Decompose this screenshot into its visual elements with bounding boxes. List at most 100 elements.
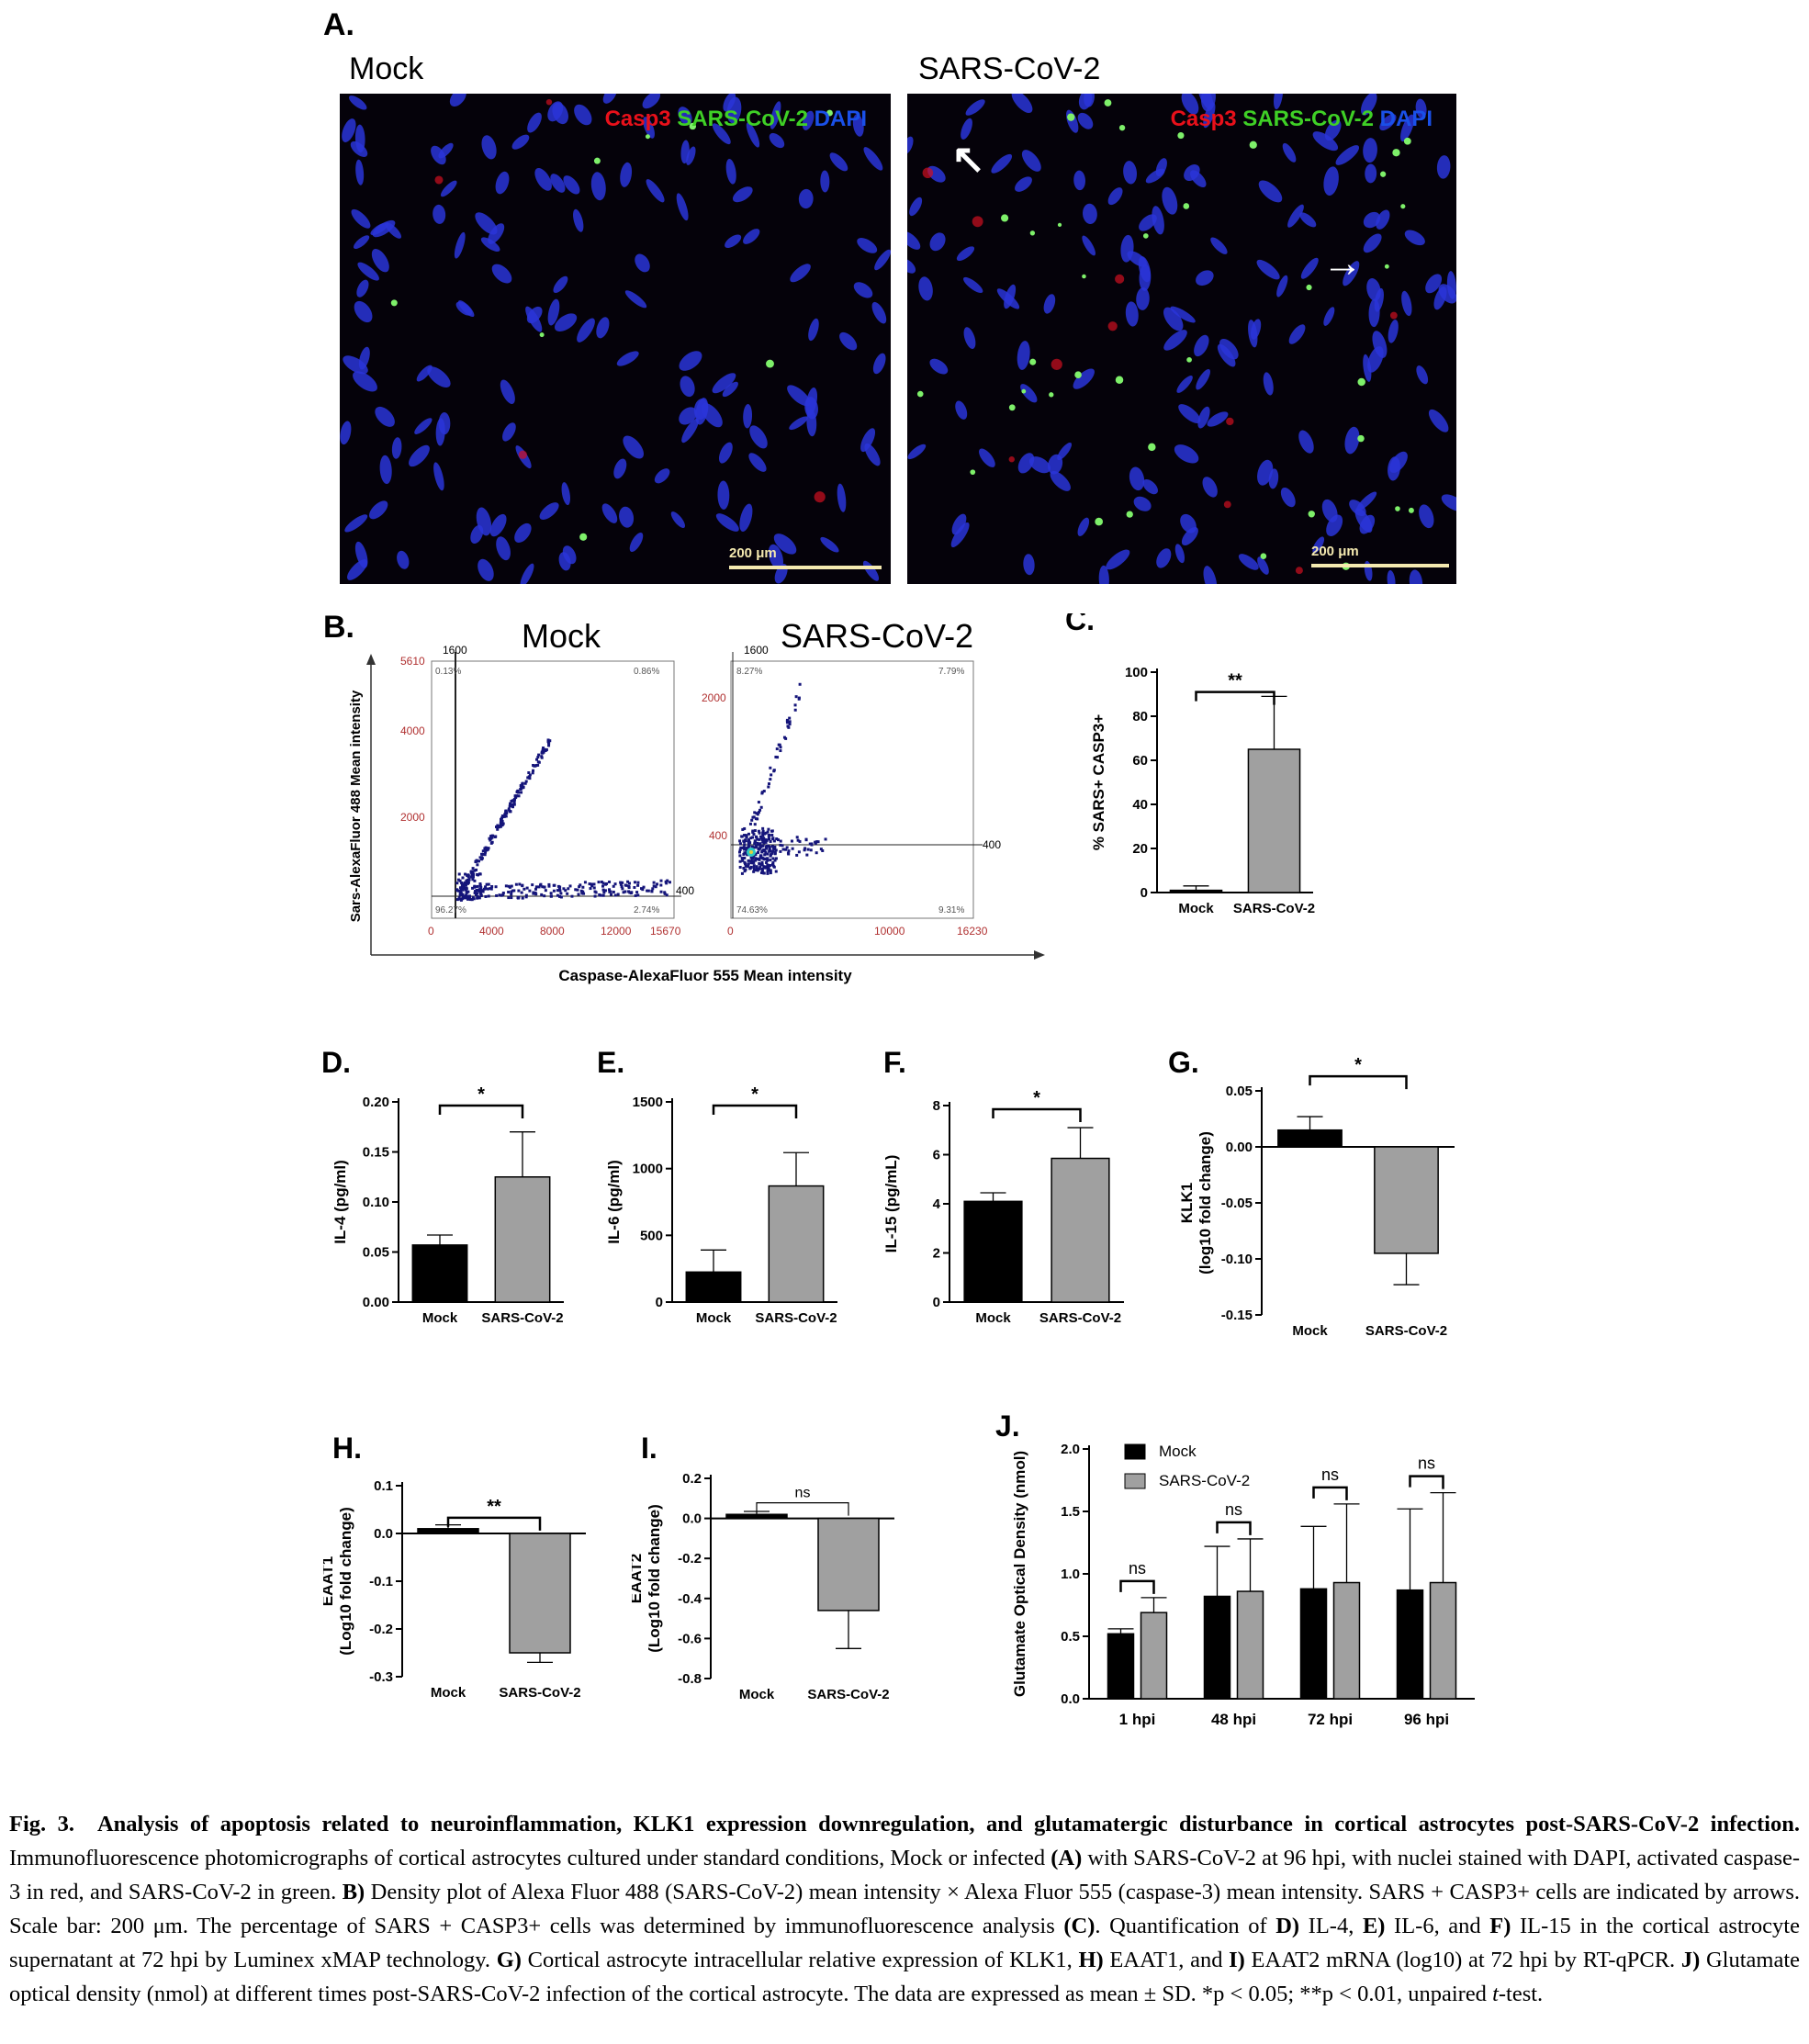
significance-label: ** xyxy=(1228,671,1242,691)
mock-xtick: 4000 xyxy=(479,925,504,938)
y-axis-label: KLK1 xyxy=(1178,1183,1196,1223)
legend-swatch xyxy=(1124,1473,1146,1489)
sars-micrograph: Casp3 SARS-CoV-2 DAPI ↖ → 200 μm xyxy=(907,94,1456,584)
panel-b-ylabel: Sars-AlexaFluor 488 Mean intensity xyxy=(348,690,364,922)
mock-xtick: 12000 xyxy=(601,925,632,938)
bar xyxy=(411,1244,468,1303)
y-tick-label: -0.15 xyxy=(1221,1308,1253,1323)
x-tick-label: SARS-CoV-2 xyxy=(1233,901,1315,916)
y-tick-label: 0 xyxy=(1140,885,1148,901)
significance-bracket xyxy=(1409,1475,1444,1489)
panel-h-chart: H. -0.3 -0.2 -0.1 0.0 0.1 EAAT1 (Log10 fold cha… xyxy=(323,1432,586,1701)
sars-quadrant-lr: 9.31% xyxy=(938,905,964,915)
mock-quadrant-ll: 96.27% xyxy=(435,905,466,915)
x-tick-label: Mock xyxy=(422,1310,458,1326)
bar xyxy=(1247,748,1301,893)
sars-gate-y: 400 xyxy=(983,838,1001,851)
mock-gate-y: 400 xyxy=(676,884,694,897)
x-tick-label: Mock xyxy=(696,1310,732,1326)
scale-bar xyxy=(729,566,882,569)
sars-xtick: 10000 xyxy=(874,925,905,938)
y-axis-label: IL-15 (pg/mL) xyxy=(882,1155,900,1253)
x-tick-label: Mock xyxy=(975,1310,1011,1326)
panel-c-chart: C. 0 20 40 60 80 100 % SARS+ CASP3+ Mock SARS-CoV… xyxy=(1065,613,1315,916)
y-tick-label: 0.1 xyxy=(374,1478,393,1494)
x-tick-label: 1 hpi xyxy=(1119,1711,1156,1728)
y-tick-label: 80 xyxy=(1132,709,1148,724)
y-tick-label: 0.2 xyxy=(682,1471,702,1487)
y-tick-label: 4 xyxy=(933,1196,941,1212)
bar xyxy=(1169,889,1223,893)
significance-label: ns xyxy=(1129,1559,1146,1578)
y-tick-label: 0.15 xyxy=(363,1145,389,1161)
y-axis-label: (Log10 fold change) xyxy=(646,1504,663,1653)
significance-label: * xyxy=(1354,1055,1362,1075)
y-axis-label: (log10 fold change) xyxy=(1197,1131,1214,1275)
bar xyxy=(963,1200,1023,1303)
panel-f-chart: F. 0 2 4 6 8 IL-15 (pg/mL) Mock SARS-CoV-2 * xyxy=(882,1046,1124,1326)
panel-label: F. xyxy=(883,1046,906,1079)
panel-d-chart: D. 0.00 0.05 0.10 0.15 0.20 IL-4 (pg/ml) Mock SA… xyxy=(321,1046,564,1326)
bar xyxy=(1277,1129,1343,1148)
y-tick-label: -0.05 xyxy=(1221,1196,1253,1211)
y-tick-label: 60 xyxy=(1132,753,1148,769)
sars-gate-x: 1600 xyxy=(744,644,769,657)
sars-ytick: 400 xyxy=(709,829,727,842)
mock-gate-x: 1600 xyxy=(443,644,467,657)
x-tick-label: 72 hpi xyxy=(1308,1711,1353,1728)
significance-bracket xyxy=(756,1501,849,1516)
panel-a-label: A. xyxy=(323,7,354,42)
y-tick-label: 20 xyxy=(1132,841,1148,857)
significance-bracket xyxy=(438,1104,524,1118)
panel-b-mock-title: Mock xyxy=(522,617,601,655)
y-tick-label: -0.10 xyxy=(1221,1252,1253,1267)
x-tick-label: SARS-CoV-2 xyxy=(499,1685,580,1701)
bar xyxy=(1374,1146,1439,1254)
significance-label: ** xyxy=(487,1497,501,1517)
x-tick-label: SARS-CoV-2 xyxy=(807,1687,889,1702)
mock-ytick: 5610 xyxy=(400,655,425,668)
arrow-right-icon: → xyxy=(1322,241,1363,286)
mock-xtick: 8000 xyxy=(540,925,565,938)
y-tick-label: -0.4 xyxy=(678,1591,702,1607)
panel-b-sars-title: SARS-CoV-2 xyxy=(781,617,974,655)
bar xyxy=(1429,1581,1457,1700)
panel-b-xlabel: Caspase-AlexaFluor 555 Mean intensity xyxy=(558,967,852,984)
micrograph-legend: Casp3 SARS-CoV-2 DAPI xyxy=(604,107,867,131)
panel-label: G. xyxy=(1168,1046,1199,1079)
y-axis-label: IL-6 (pg/ml) xyxy=(605,1160,623,1244)
y-tick-label: -0.3 xyxy=(369,1669,393,1685)
y-tick-label: 2 xyxy=(933,1246,940,1262)
bar xyxy=(1299,1588,1328,1700)
y-tick-label: 0.00 xyxy=(363,1295,389,1310)
legend-label: SARS-CoV-2 xyxy=(1159,1472,1250,1489)
bar xyxy=(1332,1581,1361,1700)
bar xyxy=(725,1513,788,1520)
significance-bracket xyxy=(1216,1521,1252,1535)
panel-b-label: B. xyxy=(323,610,354,645)
y-tick-label: 0 xyxy=(656,1295,663,1310)
x-tick-label: SARS-CoV-2 xyxy=(755,1310,837,1326)
mock-micrograph: Casp3 SARS-CoV-2 DAPI 200 μm xyxy=(340,94,891,584)
x-tick-label: Mock xyxy=(739,1687,775,1702)
arrow-up-icon: ↖ xyxy=(951,137,985,182)
bar xyxy=(417,1528,479,1534)
significance-bracket xyxy=(992,1107,1082,1122)
bar xyxy=(1236,1590,1264,1700)
significance-label: ns xyxy=(795,1486,811,1501)
mock-xtick: 0 xyxy=(428,925,434,938)
y-tick-label: 0.05 xyxy=(1226,1084,1253,1099)
panel-e-chart: E. 0 500 1000 1500 IL-6 (pg/ml) Mock SARS-CoV-2… xyxy=(597,1046,837,1326)
y-axis-label: % SARS+ CASP3+ xyxy=(1090,714,1107,850)
mock-ytick: 4000 xyxy=(400,724,425,737)
panel-a-mock-title: Mock xyxy=(349,51,424,86)
figure-caption: Fig. 3. Analysis of apoptosis related to… xyxy=(9,1812,1801,2006)
significance-bracket xyxy=(712,1104,798,1118)
mock-xtick: 15670 xyxy=(650,925,681,938)
panel-b-density-plot: Sars-AlexaFluor 488 Mean intensity Caspa… xyxy=(348,644,1045,984)
mock-quadrant-ul: 0.13% xyxy=(435,667,461,677)
bar xyxy=(1140,1612,1168,1700)
panel-label: D. xyxy=(321,1046,351,1079)
panel-i-chart: I. -0.8 -0.6 -0.4 -0.2 0.0 0.2 EAAT2 (Log10 fold… xyxy=(632,1432,894,1702)
x-tick-label: 96 hpi xyxy=(1404,1711,1449,1728)
